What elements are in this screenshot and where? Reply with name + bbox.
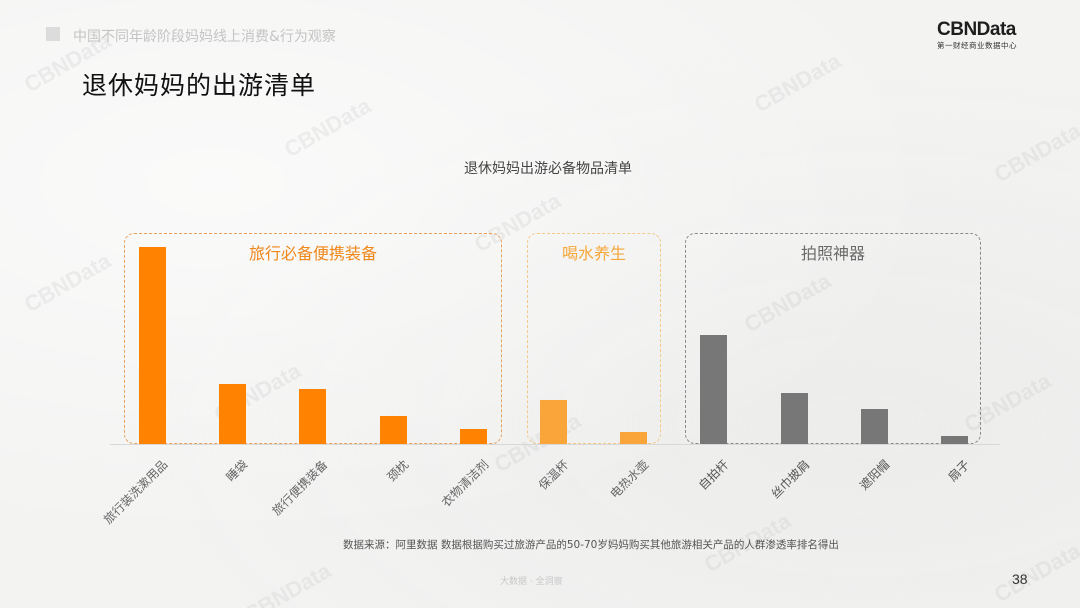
x-tick-label: 丝巾披肩 xyxy=(768,457,813,502)
x-tick-label: 保温杯 xyxy=(535,457,572,493)
watermark: CBNData xyxy=(749,47,845,118)
logo-wordmark: CBNData xyxy=(937,19,1016,40)
footer-slogan: 大数据 · 全洞察 xyxy=(500,577,563,587)
page-title: 退休妈妈的出游清单 xyxy=(82,71,317,100)
x-tick-label: 扇子 xyxy=(945,457,973,485)
group-box-hydration: 喝水养生 xyxy=(527,233,661,444)
watermark: CBNData xyxy=(989,537,1080,608)
bar xyxy=(299,389,326,444)
logo: CBNData 第一财经商业数据中心 xyxy=(937,20,1017,51)
bar xyxy=(781,393,808,444)
bar xyxy=(460,429,487,444)
x-tick-label: 睡袋 xyxy=(223,457,251,485)
x-axis-line xyxy=(110,444,1000,445)
x-tick-label: 衣物清洁剂 xyxy=(438,457,492,510)
x-tick-label: 颈枕 xyxy=(384,457,412,485)
data-source-note: 数据来源：阿里数据 数据根据购买过旅游产品的50-70岁妈妈购买其他旅游相关产品… xyxy=(343,539,839,551)
group-label: 喝水养生 xyxy=(561,244,626,263)
bar xyxy=(380,416,407,444)
bar xyxy=(620,432,647,444)
section-title: 中国不同年龄阶段妈妈线上消费&行为观察 xyxy=(73,29,336,45)
x-tick-label: 旅行便携装备 xyxy=(269,457,331,519)
watermark: CBNData xyxy=(239,557,335,608)
chart-title: 退休妈妈出游必备物品清单 xyxy=(464,161,632,177)
group-label: 拍照神器 xyxy=(800,244,865,263)
page-number: 38 xyxy=(1012,571,1028,587)
x-tick-label: 电热水壶 xyxy=(607,457,652,502)
bar xyxy=(861,409,888,444)
bar xyxy=(219,384,246,444)
group-label: 旅行必备便携装备 xyxy=(248,244,377,263)
bar xyxy=(700,335,727,444)
bar xyxy=(139,247,166,444)
watermark: CBNData xyxy=(279,92,375,163)
x-tick-label: 遮阳帽 xyxy=(856,457,893,493)
x-tick-label: 旅行装洗漱用品 xyxy=(101,457,171,527)
section-marker-icon xyxy=(46,27,60,41)
x-tick-label: 自拍杆 xyxy=(695,457,732,493)
bar xyxy=(540,400,567,444)
watermark: CBNData xyxy=(19,247,115,318)
bar xyxy=(941,436,968,444)
logo-subtitle: 第一财经商业数据中心 xyxy=(937,41,1017,50)
group-box-photo: 拍照神器 xyxy=(685,233,981,444)
